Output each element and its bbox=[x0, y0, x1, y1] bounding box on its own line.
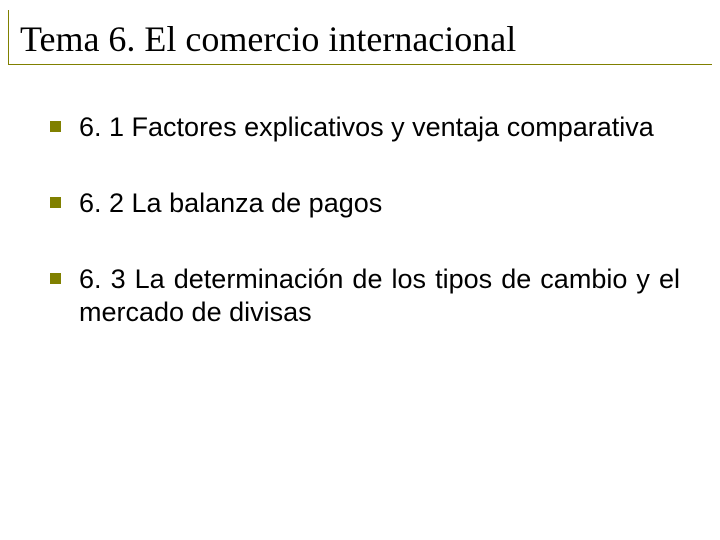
list-item: 6. 3 La determinación de los tipos de ca… bbox=[50, 263, 680, 331]
slide-title: Tema 6. El comercio internacional bbox=[20, 18, 700, 61]
list-item-text: 6. 3 La determinación de los tipos de ca… bbox=[79, 263, 680, 331]
list-item: 6. 2 La balanza de pagos bbox=[50, 187, 680, 221]
slide: Tema 6. El comercio internacional 6. 1 F… bbox=[0, 0, 720, 540]
list-item-text: 6. 1 Factores explicativos y ventaja com… bbox=[79, 111, 680, 145]
title-rule-horizontal bbox=[8, 64, 712, 65]
list-item-text: 6. 2 La balanza de pagos bbox=[79, 187, 680, 221]
square-bullet-icon bbox=[50, 273, 61, 284]
square-bullet-icon bbox=[50, 121, 61, 132]
list-item: 6. 1 Factores explicativos y ventaja com… bbox=[50, 111, 680, 145]
slide-body: 6. 1 Factores explicativos y ventaja com… bbox=[0, 71, 720, 330]
title-rule-vertical bbox=[8, 10, 9, 65]
title-area: Tema 6. El comercio internacional bbox=[0, 0, 720, 71]
square-bullet-icon bbox=[50, 197, 61, 208]
